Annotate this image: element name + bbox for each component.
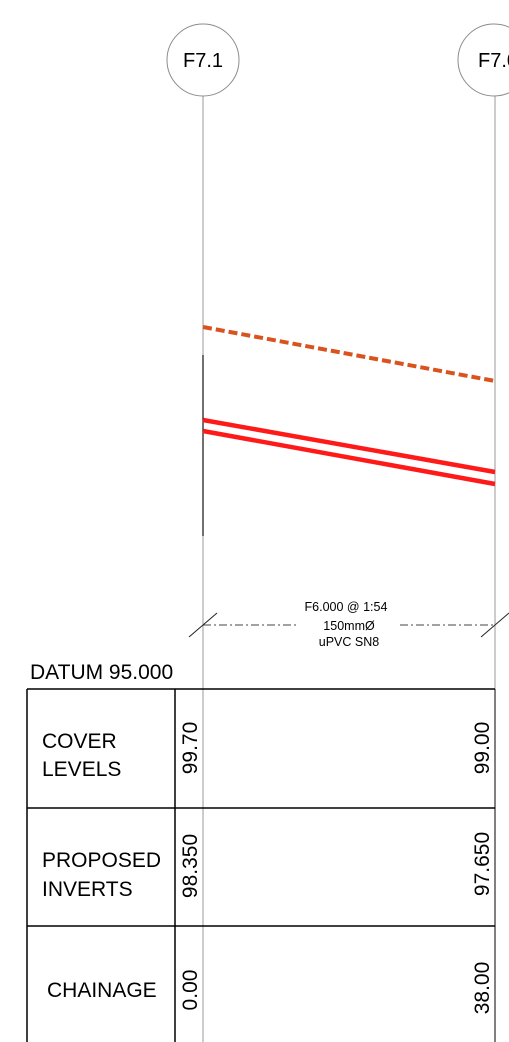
row-label-line1: COVER — [42, 730, 117, 753]
right-value: 97.650 — [471, 832, 494, 896]
dimension-tick-right — [480, 612, 509, 638]
left-value: 0.00 — [179, 970, 202, 1011]
row-chainage: CHAINAGE 0.00 38.00 — [47, 962, 494, 1015]
dimension-tick-left — [188, 612, 218, 638]
pipe — [202, 417, 496, 487]
node-label: F7.0 — [478, 50, 509, 72]
node-bubble-left: F7.1 — [166, 23, 240, 97]
node-bubble-right: F7.0 — [457, 23, 509, 97]
ground-level-line — [202, 325, 496, 383]
pipe-diameter: 150mmØ — [323, 619, 375, 633]
left-value: 99.70 — [179, 722, 202, 775]
datum-label: DATUM 95.000 — [30, 661, 173, 684]
right-value: 99.00 — [471, 722, 494, 775]
pipe-material: uPVC SN8 — [319, 635, 379, 649]
row-label-line1: PROPOSED — [42, 849, 161, 872]
row-cover-levels: COVER LEVELS 99.70 99.00 — [42, 722, 494, 781]
pipe-reference: F6.000 @ 1:54 — [305, 600, 388, 614]
left-value: 98.350 — [179, 834, 202, 898]
row-label-line2: LEVELS — [42, 758, 121, 781]
section-table — [26, 688, 496, 1042]
right-value: 38.00 — [471, 962, 494, 1015]
pipe-crown-line — [202, 417, 496, 475]
row-proposed-inverts: PROPOSED INVERTS 98.350 97.650 — [42, 832, 494, 901]
pipe-invert-line — [202, 428, 496, 487]
pipe-dimension: F6.000 @ 1:54 150mmØ uPVC SN8 — [188, 600, 509, 649]
row-label-line1: CHAINAGE — [47, 979, 157, 1002]
node-label: F7.1 — [183, 50, 223, 72]
node-circle — [457, 23, 509, 97]
row-label-line2: INVERTS — [42, 878, 133, 901]
node-circle — [166, 23, 240, 97]
